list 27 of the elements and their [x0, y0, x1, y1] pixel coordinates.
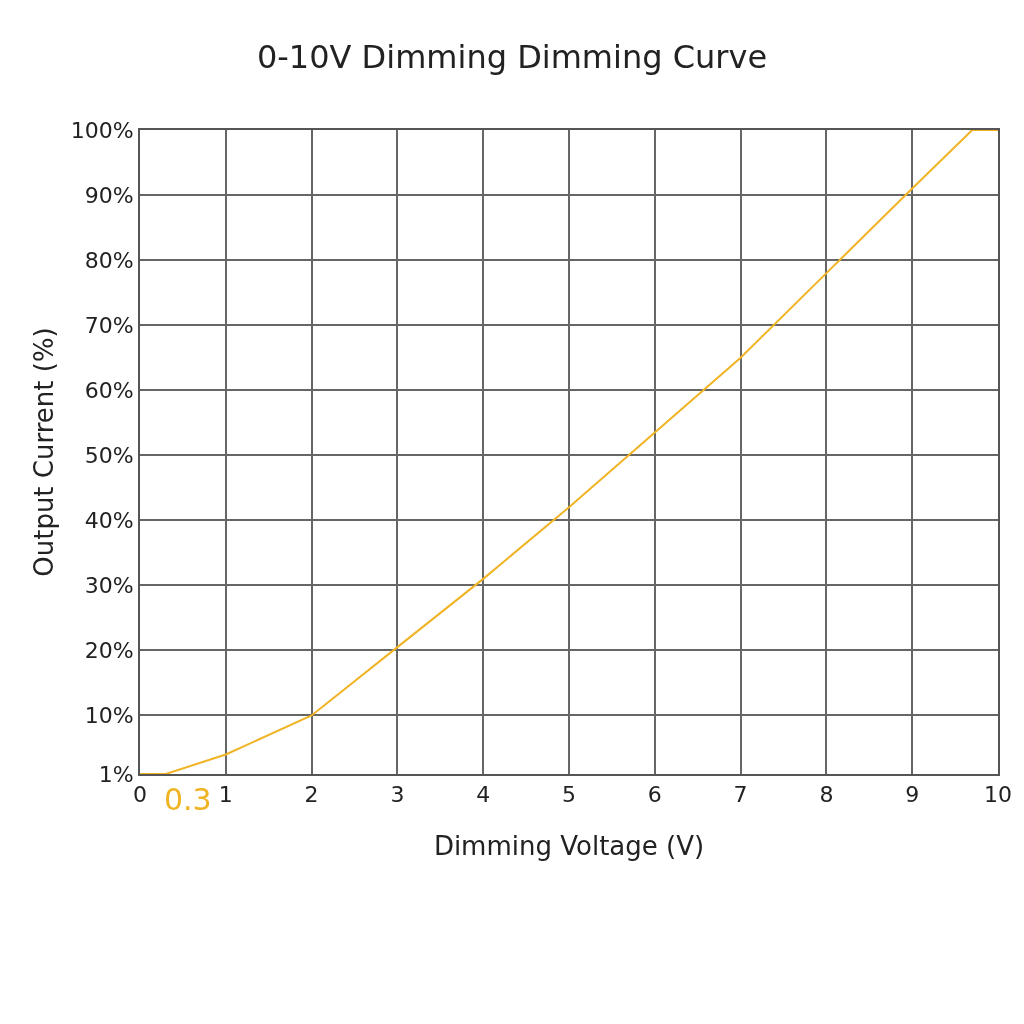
- y-tick-label: 40%: [84, 508, 134, 533]
- x-axis-title: Dimming Voltage (V): [433, 830, 705, 861]
- chart-title: 0-10V Dimming Dimming Curve: [256, 38, 768, 77]
- x-tick-label: 6: [647, 782, 662, 808]
- y-tick-label: 100%: [70, 117, 134, 143]
- annotation: 0.3: [164, 782, 212, 817]
- x-tick-label: 8: [819, 782, 834, 808]
- x-tick-label: 7: [733, 782, 748, 808]
- x-tick-label: 0: [133, 782, 147, 808]
- x-tick-label: 3: [390, 782, 405, 808]
- y-tick-label: 50%: [84, 442, 134, 468]
- x-tick-label: 4: [476, 782, 491, 808]
- y-tick-label: 10%: [84, 703, 134, 729]
- y-tick-label: 20%: [84, 638, 134, 664]
- y-tick-label: 1%: [98, 761, 134, 787]
- y-axis-title: Output Current (%): [28, 327, 59, 577]
- y-tick-label: 60%: [84, 377, 134, 403]
- x-tick-label: 1: [218, 782, 233, 808]
- y-tick-label: 90%: [84, 182, 134, 208]
- y-tick-label: 30%: [84, 573, 134, 599]
- y-tick-label: 80%: [84, 247, 134, 273]
- x-tick-label: 9: [905, 782, 920, 808]
- x-tick-label: 10: [984, 782, 1012, 808]
- x-tick-label: 2: [304, 782, 319, 808]
- x-tick-label: 5: [562, 782, 576, 808]
- y-tick-label: 70%: [84, 312, 134, 338]
- line-series: [140, 130, 998, 774]
